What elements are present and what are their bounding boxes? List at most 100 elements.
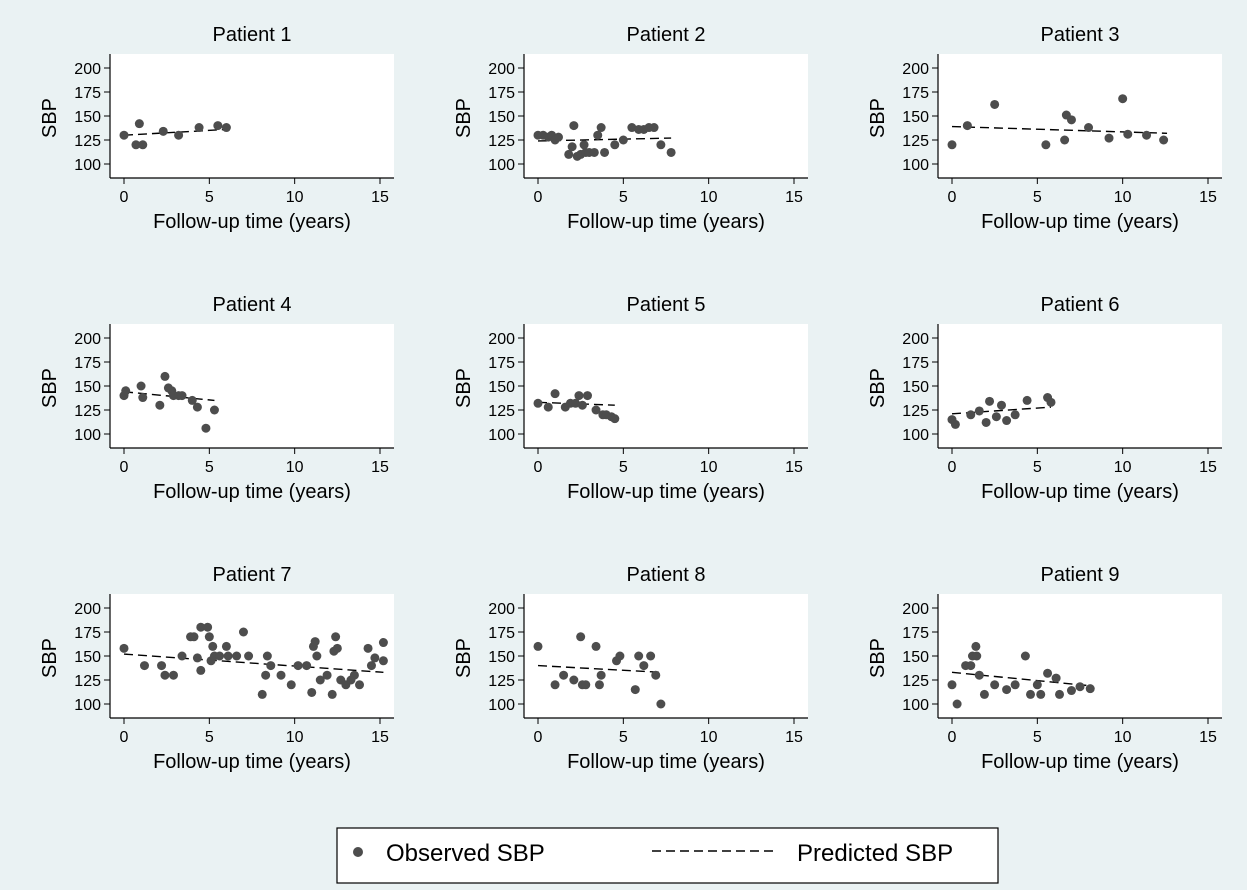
observed-point-4 (201, 423, 211, 433)
observed-point-8 (533, 641, 543, 651)
observed-point-6 (985, 396, 995, 406)
observed-point-2 (569, 121, 579, 131)
x-tick-label-7: 15 (371, 729, 389, 746)
x-tick-label-5: 5 (619, 459, 628, 476)
observed-point-9 (979, 689, 989, 699)
observed-point-2 (564, 149, 574, 159)
observed-point-7 (208, 641, 218, 651)
panel-title-3: Patient 3 (1041, 24, 1120, 46)
observed-point-8 (594, 680, 604, 690)
y-tick-label-4: 150 (74, 379, 101, 396)
x-tick-label-2: 10 (700, 189, 718, 206)
observed-point-7 (322, 670, 332, 680)
observed-point-9 (966, 661, 976, 671)
x-tick-label-6: 0 (948, 459, 957, 476)
observed-point-2 (649, 123, 659, 133)
y-tick-label-8: 125 (488, 673, 515, 690)
observed-point-6 (991, 412, 1001, 422)
observed-point-6 (1010, 410, 1020, 420)
observed-point-1 (158, 126, 168, 136)
observed-point-6 (1022, 395, 1032, 405)
observed-point-9 (1020, 651, 1030, 661)
y-axis-label-5: SBP (453, 368, 475, 408)
x-tick-label-9: 10 (1114, 729, 1132, 746)
observed-point-9 (971, 641, 981, 651)
panel-title-6: Patient 6 (1041, 294, 1120, 316)
x-tick-label-6: 5 (1033, 459, 1042, 476)
observed-point-2 (627, 123, 637, 133)
observed-point-4 (138, 393, 148, 403)
observed-point-3 (1123, 129, 1133, 139)
y-tick-label-7: 100 (74, 697, 101, 714)
x-tick-label-6: 15 (1199, 459, 1217, 476)
y-tick-label-3: 100 (902, 157, 929, 174)
observed-point-3 (1041, 140, 1051, 150)
plot-area-4 (110, 324, 394, 448)
predicted-line-3 (951, 125, 1168, 134)
x-tick-label-2: 5 (619, 189, 628, 206)
observed-point-7 (286, 680, 296, 690)
observed-point-2 (579, 140, 589, 150)
x-tick-label-2: 0 (534, 189, 543, 206)
panel-title-5: Patient 5 (627, 294, 706, 316)
observed-point-2 (567, 142, 577, 152)
observed-point-7 (232, 651, 242, 661)
observed-point-8 (576, 632, 586, 642)
x-tick-label-5: 0 (534, 459, 543, 476)
predicted-line-9 (951, 671, 1091, 687)
observed-point-6 (966, 410, 976, 420)
observed-point-7 (261, 670, 271, 680)
x-tick-label-1: 10 (286, 189, 304, 206)
observed-point-7 (168, 670, 178, 680)
observed-point-5 (574, 391, 584, 401)
plot-area-3 (938, 54, 1222, 178)
panel-title-9: Patient 9 (1041, 564, 1120, 586)
observed-point-1 (213, 121, 223, 131)
x-tick-label-4: 5 (205, 459, 214, 476)
observed-point-3 (1159, 135, 1169, 145)
observed-point-7 (331, 632, 341, 642)
y-tick-label-8: 150 (488, 649, 515, 666)
observed-point-8 (630, 685, 640, 695)
x-axis-label-9: Follow-up time (years) (981, 751, 1179, 773)
legend: Observed SBP Predicted SBP (336, 827, 999, 884)
x-tick-label-6: 10 (1114, 459, 1132, 476)
y-axis-label-1: SBP (39, 98, 61, 138)
y-tick-label-5: 175 (488, 355, 515, 372)
legend-observed-marker (353, 847, 363, 857)
observed-point-7 (257, 689, 267, 699)
y-tick-label-4: 200 (74, 331, 101, 348)
panel-title-2: Patient 2 (627, 24, 706, 46)
observed-point-2 (610, 140, 620, 150)
x-axis-label-2: Follow-up time (years) (567, 211, 765, 233)
y-tick-label-7: 150 (74, 649, 101, 666)
y-axis-label-7: SBP (39, 638, 61, 678)
x-tick-label-4: 10 (286, 459, 304, 476)
y-tick-label-6: 200 (902, 331, 929, 348)
predicted-line-8 (537, 664, 661, 674)
observed-point-7 (215, 651, 225, 661)
observed-point-7 (244, 651, 254, 661)
plot-area-8 (524, 594, 808, 718)
y-tick-label-5: 125 (488, 403, 515, 420)
observed-point-2 (618, 135, 628, 145)
y-tick-label-3: 200 (902, 61, 929, 78)
observed-point-6 (974, 406, 984, 416)
x-tick-label-3: 15 (1199, 189, 1217, 206)
observed-point-7 (366, 661, 376, 671)
observed-point-9 (1051, 673, 1061, 683)
x-tick-label-3: 0 (948, 189, 957, 206)
observed-point-7 (262, 651, 272, 661)
legend-box (336, 827, 999, 884)
observed-point-3 (1118, 94, 1128, 104)
observed-point-1 (174, 130, 184, 140)
observed-point-4 (187, 395, 197, 405)
observed-point-7 (310, 637, 320, 647)
observed-point-8 (639, 661, 649, 671)
observed-point-7 (349, 670, 359, 680)
observed-point-6 (996, 400, 1006, 410)
observed-point-9 (1066, 686, 1076, 696)
observed-point-3 (1066, 115, 1076, 125)
observed-point-1 (119, 130, 129, 140)
observed-point-7 (204, 632, 214, 642)
